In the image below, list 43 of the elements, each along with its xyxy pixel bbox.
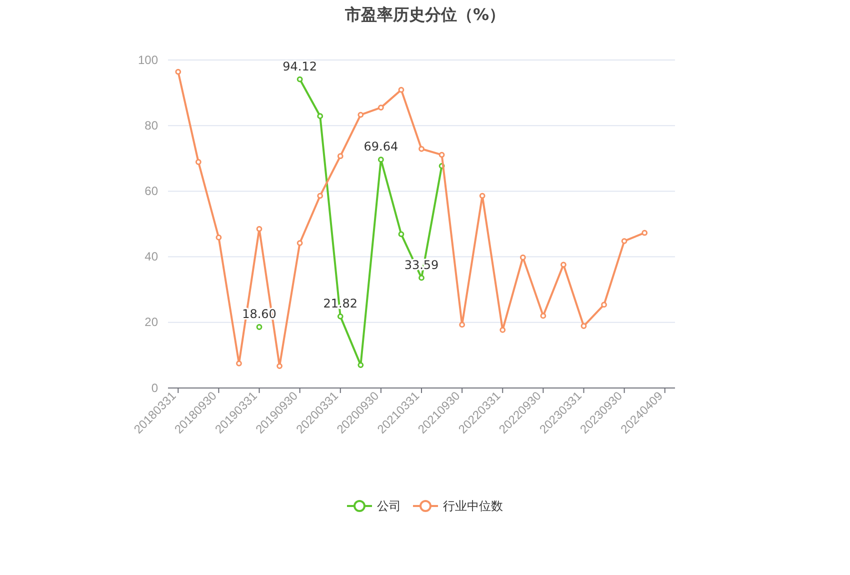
point xyxy=(276,363,282,369)
point xyxy=(601,302,607,308)
data-label: 69.64 xyxy=(364,140,398,154)
point xyxy=(256,226,262,232)
data-label: 94.12 xyxy=(282,59,317,74)
point xyxy=(520,254,526,260)
y-tick-label: 40 xyxy=(144,250,158,264)
y-tick-label: 100 xyxy=(138,52,158,67)
point xyxy=(337,153,344,160)
point xyxy=(540,312,546,319)
point xyxy=(500,326,506,333)
point xyxy=(195,159,202,165)
point xyxy=(378,104,384,111)
point xyxy=(479,192,486,199)
point xyxy=(317,192,324,199)
point xyxy=(256,324,262,330)
point xyxy=(418,146,424,152)
point xyxy=(642,230,648,236)
point xyxy=(398,86,404,93)
point xyxy=(560,262,566,268)
point xyxy=(175,68,182,75)
point xyxy=(418,274,424,281)
point xyxy=(438,152,445,158)
point xyxy=(296,76,303,82)
point xyxy=(580,323,587,329)
point xyxy=(236,360,242,366)
point xyxy=(358,112,364,118)
point xyxy=(296,240,303,246)
point xyxy=(358,362,364,368)
point xyxy=(378,156,384,163)
y-tick-label: 0 xyxy=(151,380,158,395)
point xyxy=(459,322,466,328)
y-tick-label: 20 xyxy=(144,315,158,330)
legend-label: 公司 xyxy=(377,499,401,513)
point xyxy=(621,238,628,244)
point xyxy=(337,313,344,320)
legend-label: 行业中位数 xyxy=(443,499,503,513)
y-tick-label: 60 xyxy=(144,184,158,198)
y-tick-label: 80 xyxy=(144,118,158,132)
point xyxy=(317,113,324,120)
point xyxy=(398,231,404,238)
point xyxy=(216,234,222,240)
chart-title: 市盈率历史分位（%） xyxy=(344,5,506,24)
